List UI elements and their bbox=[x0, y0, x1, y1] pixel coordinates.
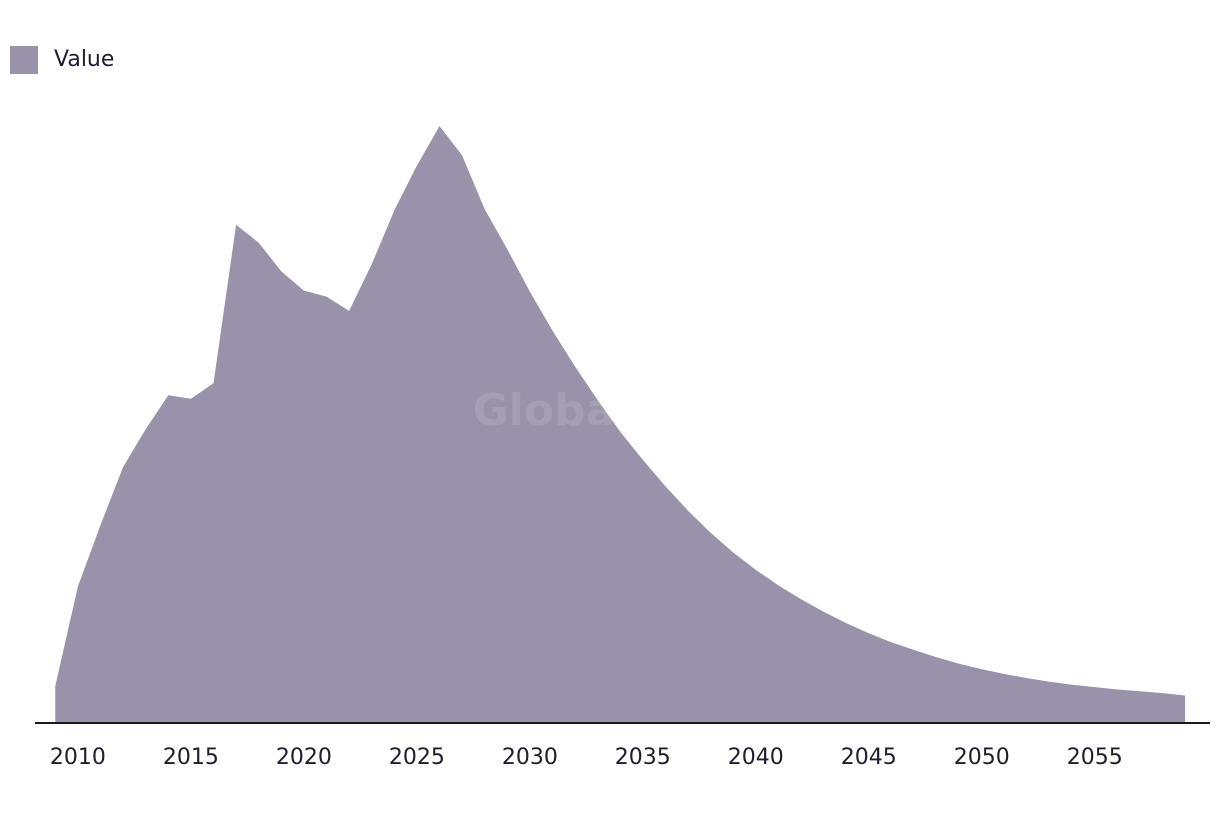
legend-swatch-value bbox=[10, 46, 38, 74]
watermark: GlobalData bbox=[473, 385, 748, 436]
series-area-value bbox=[55, 126, 1186, 724]
x-tick-label-2010: 2010 bbox=[50, 745, 106, 770]
x-tick-label-2030: 2030 bbox=[502, 745, 558, 770]
x-tick-label-2050: 2050 bbox=[954, 745, 1010, 770]
x-tick-label-2035: 2035 bbox=[615, 745, 671, 770]
legend-label-value: Value bbox=[54, 47, 114, 72]
x-tick-label-2025: 2025 bbox=[389, 745, 445, 770]
x-tick-label-2045: 2045 bbox=[841, 745, 897, 770]
x-axis-tick-labels: 2010 2015 2020 2025 2030 2035 2040 2045 2050 2055 bbox=[50, 745, 1123, 770]
x-tick-label-2040: 2040 bbox=[728, 745, 784, 770]
x-tick-label-2020: 2020 bbox=[276, 745, 332, 770]
x-tick-label-2055: 2055 bbox=[1067, 745, 1123, 770]
x-tick-label-2015: 2015 bbox=[163, 745, 219, 770]
legend: Value bbox=[10, 46, 114, 74]
plot-area bbox=[55, 126, 1186, 724]
